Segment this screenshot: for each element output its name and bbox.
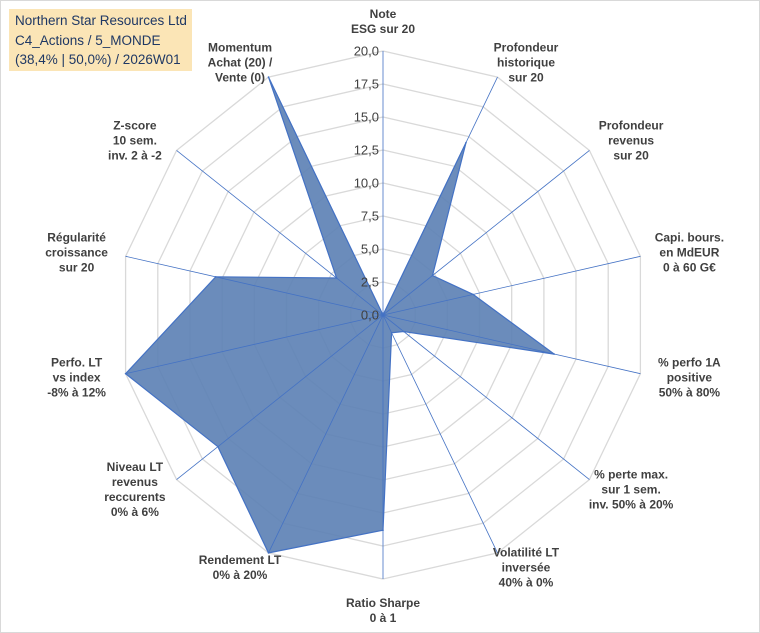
- chart-subtitle-line: C4_Actions / 5_MONDE: [15, 32, 161, 48]
- chart-title-line: Northern Star Resources Ltd: [15, 13, 187, 28]
- tick-label: 5,0: [361, 242, 379, 257]
- axis-spoke: [176, 314, 384, 480]
- axis-label: Momentum Achat (20) / Vente (0): [208, 41, 273, 85]
- axis-label: Z-score 10 sem. inv. 2 à -2: [108, 118, 162, 162]
- radar-spokes: [125, 51, 641, 579]
- axis-label-line: Niveau LT: [107, 460, 164, 474]
- axis-label-line: sur 20: [59, 261, 95, 275]
- axis-label-line: positive: [667, 370, 713, 384]
- series-area: [124, 76, 555, 554]
- axis-label-line: sur 20: [508, 71, 544, 85]
- tick-label: 7,5: [361, 209, 379, 224]
- axis-spoke: [268, 314, 384, 554]
- axis-label-line: reccurents: [104, 490, 166, 504]
- chart-title-box: Northern Star Resources Ltd C4_Actions /…: [9, 9, 192, 71]
- axis-label: % perte max. sur 1 sem. inv. 50% à 20%: [589, 468, 674, 512]
- axis-label-line: Momentum: [208, 41, 272, 55]
- axis-label-line: Ratio Sharpe: [346, 596, 420, 610]
- axis-spoke: [382, 255, 641, 316]
- axis-label-line: Profondeur: [599, 118, 664, 132]
- tick-label: 10,0: [354, 176, 379, 191]
- axis-spoke: [382, 314, 498, 554]
- axis-spoke: [382, 314, 641, 375]
- tick-label: 2,5: [361, 275, 379, 290]
- tick-label: 20,0: [354, 44, 379, 59]
- axis-label-line: Volatilité LT: [493, 545, 560, 559]
- axis-label-line: inv. 50% à 20%: [589, 498, 674, 512]
- axis-label-line: Vente (0): [215, 71, 265, 85]
- axis-spoke: [382, 150, 590, 316]
- axis-label-line: Z-score: [113, 118, 157, 132]
- axis-label-line: Rendement LT: [199, 553, 282, 567]
- radar-series: [124, 76, 555, 554]
- axis-label-line: 0 à 1: [370, 611, 397, 625]
- chart-period-line: (38,4% | 50,0%) / 2026W01: [15, 52, 181, 67]
- axis-label: Régularité croissance sur 20: [45, 231, 108, 275]
- axis-label-line: sur 1 sem.: [601, 483, 660, 497]
- axis-label-line: ESG sur 20: [351, 22, 415, 36]
- axis-label-line: 50% à 80%: [659, 385, 721, 399]
- tick-label: 15,0: [354, 110, 379, 125]
- axis-label-line: inversée: [502, 560, 551, 574]
- axis-label: Capi. bours. en MdEUR 0 à 60 G€: [655, 231, 724, 275]
- axis-label-line: Perfo. LT: [51, 355, 103, 369]
- axis-label-line: revenus: [112, 475, 158, 489]
- axis-label: Ratio Sharpe 0 à 1: [346, 596, 420, 625]
- axis-label-line: Note: [370, 7, 397, 21]
- axis-spoke: [382, 314, 590, 480]
- axis-label-line: revenus: [608, 133, 654, 147]
- axis-label-line: % perte max.: [594, 468, 668, 482]
- axis-label-line: historique: [497, 56, 555, 70]
- axis-label: Perfo. LT vs index -8% à 12%: [47, 355, 106, 399]
- axis-spoke: [176, 150, 384, 316]
- axis-label-line: Régularité: [47, 231, 106, 245]
- tick-label: 0,0: [361, 308, 379, 323]
- axis-spoke: [125, 255, 384, 316]
- axis-label: Niveau LT revenus reccurents 0% à 6%: [104, 460, 166, 519]
- axis-spoke: [125, 314, 384, 375]
- axis-label-line: Profondeur: [494, 41, 559, 55]
- axis-label: Volatilité LT inversée 40% à 0%: [493, 545, 560, 589]
- axis-label-line: % perfo 1A: [658, 355, 721, 369]
- axis-label: % perfo 1A positive 50% à 80%: [658, 355, 721, 399]
- axis-label-line: inv. 2 à -2: [108, 148, 162, 162]
- axis-label-line: 0% à 6%: [111, 505, 159, 519]
- axis-spoke: [268, 76, 384, 316]
- axis-spoke: [382, 76, 498, 316]
- tick-label: 12,5: [354, 143, 379, 158]
- axis-label-line: 0% à 20%: [213, 568, 268, 582]
- axis-label-line: 0 à 60 G€: [663, 261, 716, 275]
- radar-tick-labels: 0,0 2,5 5,0 7,5 10,0 12,5 15,0 17,5 20,0: [354, 44, 379, 323]
- axis-label: Profondeur historique sur 20: [494, 41, 559, 85]
- axis-label-line: -8% à 12%: [47, 385, 106, 399]
- axis-label: Rendement LT 0% à 20%: [199, 553, 282, 582]
- axis-label: Profondeur revenus sur 20: [599, 118, 664, 162]
- axis-label-line: Capi. bours.: [655, 231, 724, 245]
- axis-label-line: croissance: [45, 246, 108, 260]
- axis-label-line: 40% à 0%: [499, 575, 554, 589]
- tick-label: 17,5: [354, 77, 379, 92]
- axis-label-line: vs index: [53, 370, 101, 384]
- axis-label-line: sur 20: [613, 148, 649, 162]
- axis-label-line: en MdEUR: [659, 246, 719, 260]
- axis-label: Note ESG sur 20: [351, 7, 415, 36]
- axis-label-line: 10 sem.: [113, 133, 157, 147]
- axis-label-line: Achat (20) /: [208, 56, 273, 70]
